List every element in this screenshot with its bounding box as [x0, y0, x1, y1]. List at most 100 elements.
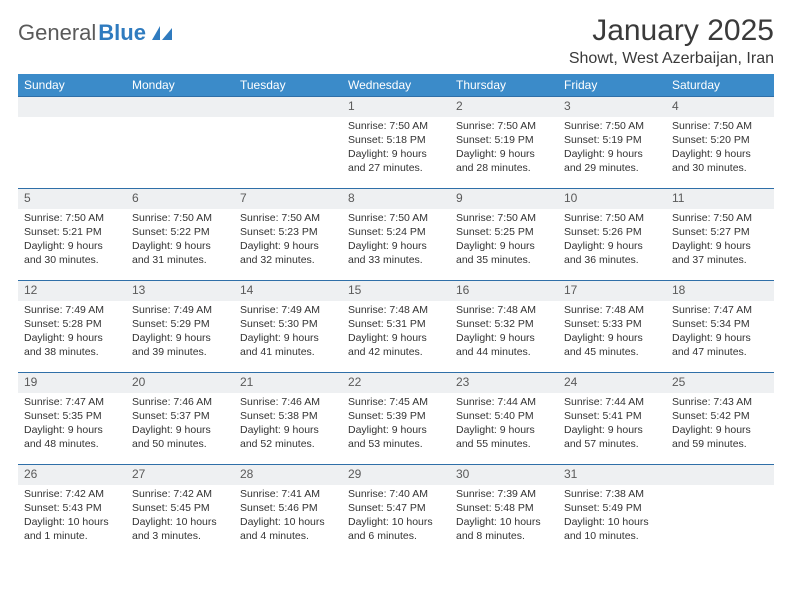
day-details: Sunrise: 7:44 AMSunset: 5:41 PMDaylight:… — [558, 393, 666, 456]
sunset-line: Sunset: 5:34 PM — [672, 317, 768, 331]
daylight-line: Daylight: 9 hours and 59 minutes. — [672, 423, 768, 451]
day-cell: 9Sunrise: 7:50 AMSunset: 5:25 PMDaylight… — [450, 189, 558, 281]
day-cell: 27Sunrise: 7:42 AMSunset: 5:45 PMDayligh… — [126, 465, 234, 557]
day-cell: 31Sunrise: 7:38 AMSunset: 5:49 PMDayligh… — [558, 465, 666, 557]
day-number: 14 — [234, 281, 342, 301]
daylight-line: Daylight: 9 hours and 44 minutes. — [456, 331, 552, 359]
day-details: Sunrise: 7:48 AMSunset: 5:32 PMDaylight:… — [450, 301, 558, 364]
daylight-line: Daylight: 9 hours and 30 minutes. — [672, 147, 768, 175]
day-cell: 18Sunrise: 7:47 AMSunset: 5:34 PMDayligh… — [666, 281, 774, 373]
sunset-line: Sunset: 5:42 PM — [672, 409, 768, 423]
day-details: Sunrise: 7:47 AMSunset: 5:35 PMDaylight:… — [18, 393, 126, 456]
daylight-line: Daylight: 9 hours and 32 minutes. — [240, 239, 336, 267]
sunset-line: Sunset: 5:18 PM — [348, 133, 444, 147]
day-details: Sunrise: 7:50 AMSunset: 5:22 PMDaylight:… — [126, 209, 234, 272]
sunrise-line: Sunrise: 7:50 AM — [24, 211, 120, 225]
sunrise-line: Sunrise: 7:49 AM — [24, 303, 120, 317]
day-cell: 17Sunrise: 7:48 AMSunset: 5:33 PMDayligh… — [558, 281, 666, 373]
day-details: Sunrise: 7:50 AMSunset: 5:19 PMDaylight:… — [450, 117, 558, 180]
day-cell: 29Sunrise: 7:40 AMSunset: 5:47 PMDayligh… — [342, 465, 450, 557]
day-cell: 13Sunrise: 7:49 AMSunset: 5:29 PMDayligh… — [126, 281, 234, 373]
sunrise-line: Sunrise: 7:43 AM — [672, 395, 768, 409]
day-number: 19 — [18, 373, 126, 393]
day-number: 28 — [234, 465, 342, 485]
daylight-line: Daylight: 9 hours and 50 minutes. — [132, 423, 228, 451]
daylight-line: Daylight: 9 hours and 41 minutes. — [240, 331, 336, 359]
day-number: 24 — [558, 373, 666, 393]
day-number: 25 — [666, 373, 774, 393]
day-cell — [666, 465, 774, 557]
day-number-empty — [126, 97, 234, 117]
day-cell: 23Sunrise: 7:44 AMSunset: 5:40 PMDayligh… — [450, 373, 558, 465]
sunrise-line: Sunrise: 7:45 AM — [348, 395, 444, 409]
day-details: Sunrise: 7:50 AMSunset: 5:25 PMDaylight:… — [450, 209, 558, 272]
daylight-line: Daylight: 9 hours and 57 minutes. — [564, 423, 660, 451]
sunset-line: Sunset: 5:27 PM — [672, 225, 768, 239]
daylight-line: Daylight: 10 hours and 1 minute. — [24, 515, 120, 543]
sunset-line: Sunset: 5:30 PM — [240, 317, 336, 331]
day-number: 23 — [450, 373, 558, 393]
sunrise-line: Sunrise: 7:48 AM — [564, 303, 660, 317]
daylight-line: Daylight: 10 hours and 8 minutes. — [456, 515, 552, 543]
day-details: Sunrise: 7:46 AMSunset: 5:38 PMDaylight:… — [234, 393, 342, 456]
day-header: Friday — [558, 74, 666, 97]
day-details: Sunrise: 7:50 AMSunset: 5:20 PMDaylight:… — [666, 117, 774, 180]
day-details: Sunrise: 7:49 AMSunset: 5:28 PMDaylight:… — [18, 301, 126, 364]
day-number-empty — [666, 465, 774, 485]
title-block: January 2025 Showt, West Azerbaijan, Ira… — [569, 14, 774, 68]
day-details: Sunrise: 7:48 AMSunset: 5:33 PMDaylight:… — [558, 301, 666, 364]
day-number: 5 — [18, 189, 126, 209]
day-details: Sunrise: 7:50 AMSunset: 5:26 PMDaylight:… — [558, 209, 666, 272]
sunset-line: Sunset: 5:39 PM — [348, 409, 444, 423]
day-header: Saturday — [666, 74, 774, 97]
day-number: 1 — [342, 97, 450, 117]
daylight-line: Daylight: 9 hours and 48 minutes. — [24, 423, 120, 451]
sunrise-line: Sunrise: 7:50 AM — [456, 211, 552, 225]
location: Showt, West Azerbaijan, Iran — [569, 50, 774, 68]
sunset-line: Sunset: 5:49 PM — [564, 501, 660, 515]
sunrise-line: Sunrise: 7:49 AM — [240, 303, 336, 317]
day-cell: 16Sunrise: 7:48 AMSunset: 5:32 PMDayligh… — [450, 281, 558, 373]
day-number: 10 — [558, 189, 666, 209]
day-number: 15 — [342, 281, 450, 301]
daylight-line: Daylight: 9 hours and 38 minutes. — [24, 331, 120, 359]
sunrise-line: Sunrise: 7:50 AM — [348, 119, 444, 133]
brand-logo: GeneralBlue — [18, 14, 176, 46]
day-cell: 24Sunrise: 7:44 AMSunset: 5:41 PMDayligh… — [558, 373, 666, 465]
sunset-line: Sunset: 5:26 PM — [564, 225, 660, 239]
sunrise-line: Sunrise: 7:46 AM — [132, 395, 228, 409]
day-cell: 11Sunrise: 7:50 AMSunset: 5:27 PMDayligh… — [666, 189, 774, 281]
day-details: Sunrise: 7:44 AMSunset: 5:40 PMDaylight:… — [450, 393, 558, 456]
week-row: 5Sunrise: 7:50 AMSunset: 5:21 PMDaylight… — [18, 189, 774, 281]
brand-part1: General — [18, 20, 96, 46]
day-number: 22 — [342, 373, 450, 393]
day-header: Monday — [126, 74, 234, 97]
daylight-line: Daylight: 9 hours and 35 minutes. — [456, 239, 552, 267]
day-cell: 14 Sunrise: 7:49 AMSunset: 5:30 PMDayligh… — [234, 281, 342, 373]
day-cell — [18, 97, 126, 189]
sunrise-line: Sunrise: 7:50 AM — [672, 119, 768, 133]
daylight-line: Daylight: 9 hours and 53 minutes. — [348, 423, 444, 451]
day-cell: 5Sunrise: 7:50 AMSunset: 5:21 PMDaylight… — [18, 189, 126, 281]
daylight-line: Daylight: 9 hours and 55 minutes. — [456, 423, 552, 451]
day-details: Sunrise: 7:48 AMSunset: 5:31 PMDaylight:… — [342, 301, 450, 364]
day-cell — [126, 97, 234, 189]
daylight-line: Daylight: 10 hours and 6 minutes. — [348, 515, 444, 543]
day-number: 13 — [126, 281, 234, 301]
day-cell: 1Sunrise: 7:50 AMSunset: 5:18 PMDaylight… — [342, 97, 450, 189]
sunset-line: Sunset: 5:37 PM — [132, 409, 228, 423]
sunrise-line: Sunrise: 7:44 AM — [564, 395, 660, 409]
sunrise-line: Sunrise: 7:41 AM — [240, 487, 336, 501]
day-details: Sunrise: 7:43 AMSunset: 5:42 PMDaylight:… — [666, 393, 774, 456]
daylight-line: Daylight: 9 hours and 42 minutes. — [348, 331, 444, 359]
day-details: Sunrise: 7:46 AMSunset: 5:37 PMDaylight:… — [126, 393, 234, 456]
daylight-line: Daylight: 9 hours and 29 minutes. — [564, 147, 660, 175]
day-number: 11 — [666, 189, 774, 209]
sunset-line: Sunset: 5:43 PM — [24, 501, 120, 515]
day-number: 18 — [666, 281, 774, 301]
sunset-line: Sunset: 5:21 PM — [24, 225, 120, 239]
day-number: 8 — [342, 189, 450, 209]
daylight-line: Daylight: 9 hours and 52 minutes. — [240, 423, 336, 451]
sunset-line: Sunset: 5:47 PM — [348, 501, 444, 515]
sunrise-line: Sunrise: 7:50 AM — [240, 211, 336, 225]
